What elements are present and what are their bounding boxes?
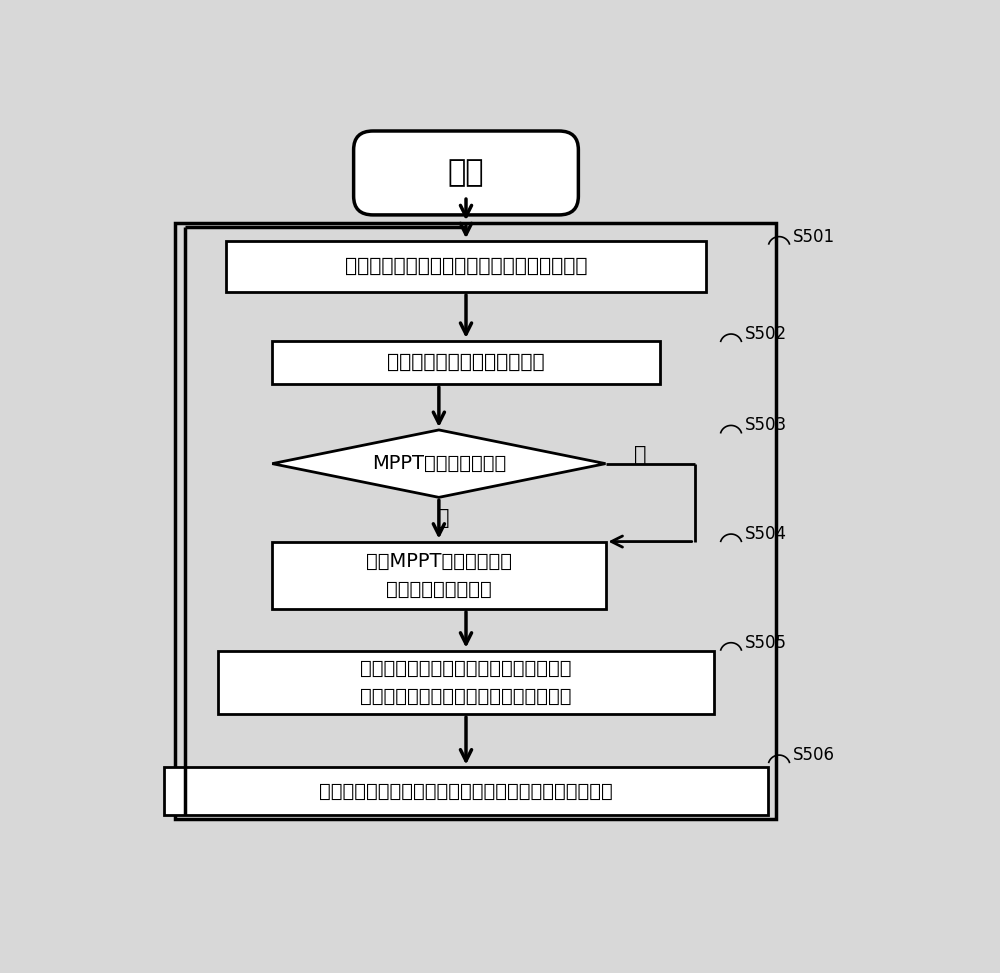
Text: S501: S501: [793, 228, 835, 245]
Text: 是: 是: [436, 508, 449, 528]
Text: 读取光伏组件电压、电网瞬时电压和原边电流: 读取光伏组件电压、电网瞬时电压和原边电流: [345, 257, 587, 276]
Text: S503: S503: [745, 416, 787, 434]
Text: S504: S504: [745, 525, 787, 543]
Text: 单相锁相环计算当前电网相位: 单相锁相环计算当前电网相位: [387, 353, 545, 372]
Text: 根据重构出的原边电流参考值，对原边电流进行闭环控制: 根据重构出的原边电流参考值，对原边电流进行闭环控制: [319, 781, 613, 801]
Text: S502: S502: [745, 325, 787, 343]
Bar: [218, 651, 714, 714]
Polygon shape: [272, 430, 606, 497]
Text: 执行MPPT，计算副边整
流正弦电流峰值参考: 执行MPPT，计算副边整 流正弦电流峰值参考: [366, 552, 512, 598]
Bar: [175, 223, 776, 818]
FancyBboxPatch shape: [354, 131, 578, 215]
Text: S505: S505: [745, 633, 787, 652]
Text: 重构器根据副边电流参考值和光伏组件电
压以及电网瞬时电压计算原边电流参考值: 重构器根据副边电流参考值和光伏组件电 压以及电网瞬时电压计算原边电流参考值: [360, 659, 572, 706]
Text: 开始: 开始: [448, 159, 484, 188]
Bar: [226, 241, 706, 292]
Text: MPPT跟踪周期超时？: MPPT跟踪周期超时？: [372, 454, 506, 473]
Bar: [272, 542, 606, 609]
Text: S506: S506: [793, 746, 835, 764]
Text: 否: 否: [634, 445, 647, 465]
Bar: [272, 341, 660, 384]
Bar: [164, 768, 768, 814]
